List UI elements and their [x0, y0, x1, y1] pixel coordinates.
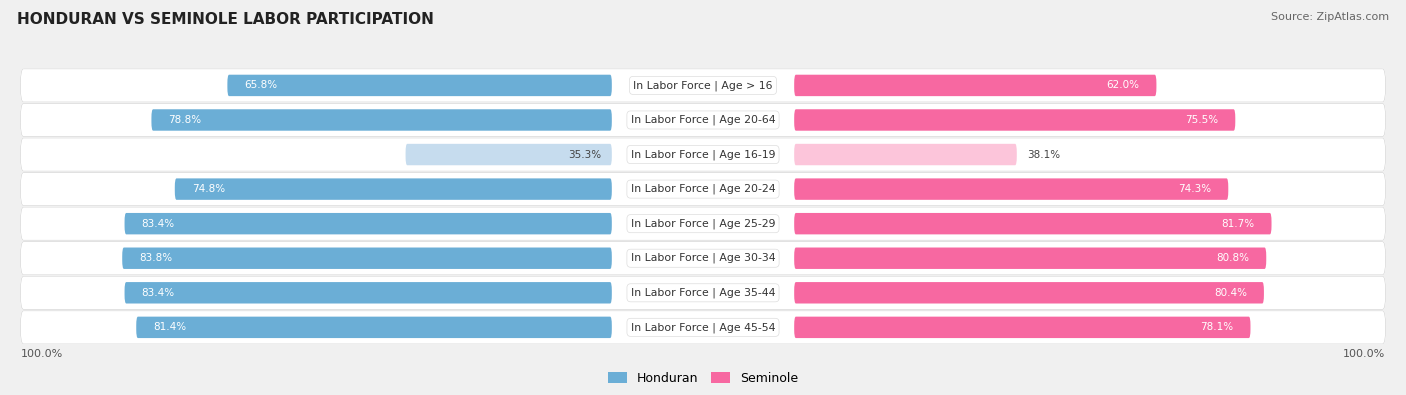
FancyBboxPatch shape [794, 248, 1267, 269]
FancyBboxPatch shape [21, 311, 1385, 344]
FancyBboxPatch shape [228, 75, 612, 96]
FancyBboxPatch shape [21, 104, 1385, 136]
FancyBboxPatch shape [21, 242, 1385, 275]
FancyBboxPatch shape [794, 213, 1271, 234]
Text: 81.7%: 81.7% [1222, 219, 1254, 229]
FancyBboxPatch shape [21, 69, 1385, 102]
FancyBboxPatch shape [21, 276, 1385, 309]
FancyBboxPatch shape [122, 248, 612, 269]
Text: 80.4%: 80.4% [1213, 288, 1247, 298]
FancyBboxPatch shape [21, 276, 1385, 309]
FancyBboxPatch shape [21, 207, 1385, 240]
Text: 83.4%: 83.4% [142, 219, 174, 229]
Text: In Labor Force | Age 16-19: In Labor Force | Age 16-19 [631, 149, 775, 160]
FancyBboxPatch shape [125, 213, 612, 234]
FancyBboxPatch shape [794, 179, 1229, 200]
FancyBboxPatch shape [405, 144, 612, 165]
Text: 83.8%: 83.8% [139, 253, 172, 263]
FancyBboxPatch shape [21, 104, 1385, 136]
Text: 62.0%: 62.0% [1107, 81, 1139, 90]
Text: In Labor Force | Age 35-44: In Labor Force | Age 35-44 [631, 288, 775, 298]
FancyBboxPatch shape [21, 173, 1385, 205]
FancyBboxPatch shape [21, 138, 1385, 171]
Text: 38.1%: 38.1% [1026, 150, 1060, 160]
Text: 74.3%: 74.3% [1178, 184, 1212, 194]
FancyBboxPatch shape [21, 207, 1385, 240]
FancyBboxPatch shape [152, 109, 612, 131]
FancyBboxPatch shape [794, 282, 1264, 303]
Text: 81.4%: 81.4% [153, 322, 186, 332]
Text: 78.8%: 78.8% [169, 115, 201, 125]
Text: 83.4%: 83.4% [142, 288, 174, 298]
FancyBboxPatch shape [125, 282, 612, 303]
FancyBboxPatch shape [136, 317, 612, 338]
Text: 65.8%: 65.8% [245, 81, 277, 90]
Text: HONDURAN VS SEMINOLE LABOR PARTICIPATION: HONDURAN VS SEMINOLE LABOR PARTICIPATION [17, 12, 433, 27]
Text: 100.0%: 100.0% [21, 349, 63, 359]
FancyBboxPatch shape [21, 69, 1385, 102]
Text: 75.5%: 75.5% [1185, 115, 1219, 125]
Text: In Labor Force | Age 25-29: In Labor Force | Age 25-29 [631, 218, 775, 229]
FancyBboxPatch shape [21, 242, 1385, 275]
Text: 78.1%: 78.1% [1201, 322, 1233, 332]
FancyBboxPatch shape [794, 144, 1017, 165]
FancyBboxPatch shape [174, 179, 612, 200]
FancyBboxPatch shape [794, 109, 1236, 131]
Text: In Labor Force | Age 20-64: In Labor Force | Age 20-64 [631, 115, 775, 125]
Text: Source: ZipAtlas.com: Source: ZipAtlas.com [1271, 12, 1389, 22]
FancyBboxPatch shape [21, 138, 1385, 171]
Text: 35.3%: 35.3% [568, 150, 602, 160]
FancyBboxPatch shape [794, 75, 1156, 96]
Text: 100.0%: 100.0% [1343, 349, 1385, 359]
FancyBboxPatch shape [21, 311, 1385, 344]
FancyBboxPatch shape [794, 317, 1250, 338]
Legend: Honduran, Seminole: Honduran, Seminole [609, 372, 797, 385]
Text: In Labor Force | Age 45-54: In Labor Force | Age 45-54 [631, 322, 775, 333]
Text: 80.8%: 80.8% [1216, 253, 1250, 263]
Text: In Labor Force | Age 20-24: In Labor Force | Age 20-24 [631, 184, 775, 194]
FancyBboxPatch shape [21, 173, 1385, 205]
Text: In Labor Force | Age 30-34: In Labor Force | Age 30-34 [631, 253, 775, 263]
Text: 74.8%: 74.8% [191, 184, 225, 194]
Text: In Labor Force | Age > 16: In Labor Force | Age > 16 [633, 80, 773, 91]
